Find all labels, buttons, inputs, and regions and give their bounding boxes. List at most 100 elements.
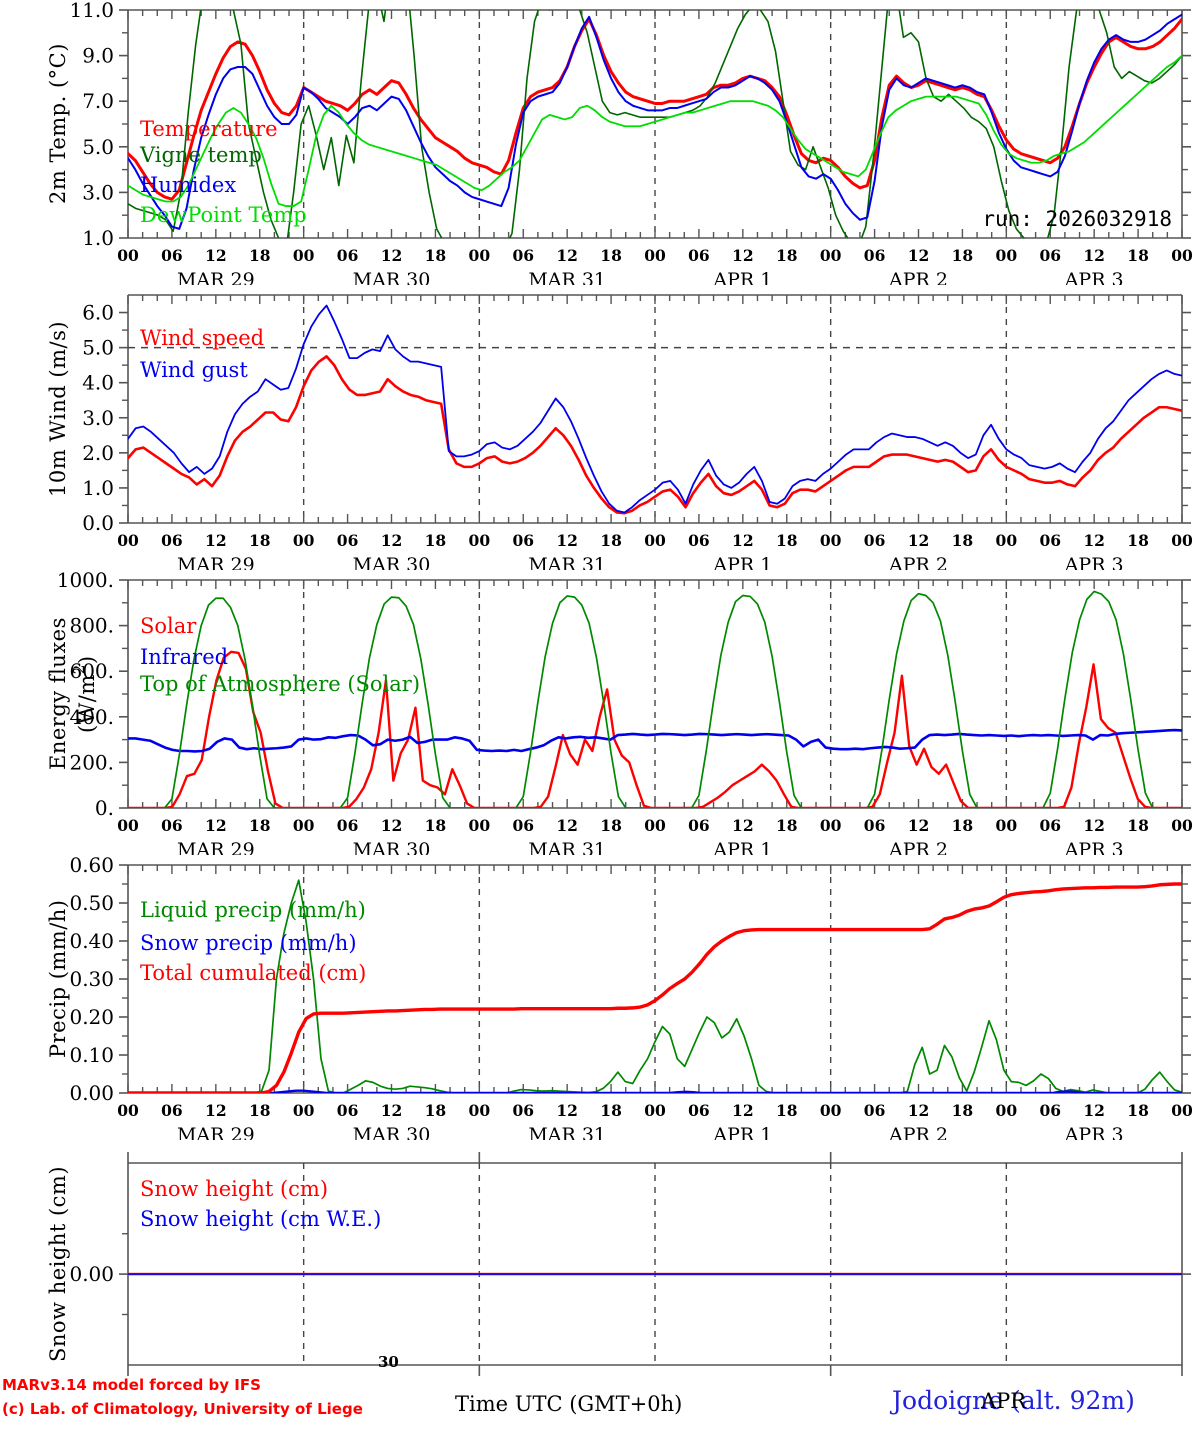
day-label: APR 2 [888,269,948,285]
legend-entry: Vigne temp [139,143,262,167]
panel-energy-fluxes: 0. 200. 400. 600. 800. 1000. 00 06 12 18 00 06 12 18 0… [0,570,1194,855]
xtick-label: 00 [996,531,1018,550]
xtick-label: 12 [556,816,578,835]
xtick-label: 12 [732,531,754,550]
yaxis-title-temperature: 2m Temp. (°C) [46,43,70,205]
xtick-label: 18 [425,816,447,835]
xtick-label: 18 [776,1101,798,1120]
xtick-label: 00 [644,1101,666,1120]
xtick-label: 06 [512,246,534,265]
xtick-label: 12 [556,246,578,265]
xtick-label: 12 [205,816,227,835]
xtick-label: 06 [161,246,183,265]
xtick-label: 00 [820,1101,842,1120]
ytick-label: 0.50 [69,891,114,915]
xtick-label: 00 [820,246,842,265]
xtick-label: 06 [688,531,710,550]
legend-entry: Infrared [140,645,228,669]
ytick-label: 5.0 [82,336,114,360]
day-label: APR 2 [888,839,948,855]
xtick-label: 12 [908,531,930,550]
day-label: MAR 31 [528,839,606,855]
day-label: MAR 30 [353,1124,431,1140]
xtick-label: 18 [425,531,447,550]
ytick-label: 3.0 [82,180,114,204]
ytick-label: 0.40 [69,929,114,953]
xtick-label: 00 [117,246,139,265]
xtick-label: 00 [644,531,666,550]
ytick-label: 0.30 [69,967,114,991]
xtick-label: 12 [732,816,754,835]
xtick-label: 00 [996,1101,1018,1120]
station-label: Jodoigne (alt. 92m) [892,1386,1135,1415]
yaxis-title-precip: Precip (mm/h) [46,899,70,1059]
day-label: MAR 30 [353,554,431,570]
chart-temperature: 1.0 3.0 5.0 7.0 9.0 11.0 00 06 12 18 00 06 12 18 00 06 1… [69,0,1193,285]
legend-entry: Wind gust [140,358,248,382]
xaxis-title: Time UTC (GMT+0h) [455,1392,682,1416]
ytick-label: 0.10 [69,1043,114,1067]
xtick-label: 00 [1171,816,1193,835]
xtick-label: 18 [425,1101,447,1120]
xtick-label: 06 [512,531,534,550]
xtick-label: 18 [952,816,974,835]
xtick-label: 06 [161,1101,183,1120]
day-label: MAR 31 [528,269,606,285]
xtick-label: 12 [1083,816,1105,835]
xtick-label: 00 [1171,531,1193,550]
xtick-label: 12 [732,1101,754,1120]
xtick-label: 12 [908,1101,930,1120]
legend-entry: Snow height (cm) [140,1177,328,1201]
xtick-label: 12 [908,816,930,835]
day-label: APR 1 [712,554,772,570]
day-label: APR 2 [888,554,948,570]
xtick-label: 18 [776,816,798,835]
xtick-label: 18 [776,246,798,265]
legend-entry: Liquid precip (mm/h) [140,898,366,922]
series-line [128,13,1182,230]
xtick-label: 06 [864,246,886,265]
chart-energy-fluxes: 0. 200. 400. 600. 800. 1000. 00 06 12 18 00 06 12 18 0… [57,570,1193,855]
xtick-label: 12 [381,1101,403,1120]
xtick-label: 06 [1039,531,1061,550]
day-label: MAR 29 [177,1124,255,1140]
xtick-label: 06 [337,246,359,265]
xtick-label: 12 [205,246,227,265]
xtick-label: 18 [600,1101,622,1120]
stray-30-text: 30 [378,1353,399,1371]
ytick-label: 800. [69,614,114,638]
xtick-label: 12 [1083,1101,1105,1120]
xtick-label: 00 [469,531,491,550]
xtick-label: 12 [1083,531,1105,550]
chart-wind: 0.0 1.0 2.0 3.0 4.0 5.0 6.0 00 06 12 18 00 06 12 18 00 0… [82,294,1193,570]
ytick-label: 1.0 [82,476,114,500]
stray-label-30: 30 [378,1353,399,1371]
legend-entry: Snow precip (mm/h) [140,931,357,955]
xtick-label: 18 [1127,531,1149,550]
panel-wind: 0.0 1.0 2.0 3.0 4.0 5.0 6.0 00 06 12 18 00 06 12 18 00 0… [0,285,1194,570]
xtick-label: 12 [908,246,930,265]
xaxis-title-text: Time UTC (GMT+0h) [455,1392,683,1416]
xtick-label: 12 [381,246,403,265]
xtick-label: 00 [644,246,666,265]
series-line [128,1089,1182,1093]
panel-temperature: 1.0 3.0 5.0 7.0 9.0 11.0 00 06 12 18 00 06 12 18 00 06 1… [0,0,1194,285]
xtick-label: 06 [1039,1101,1061,1120]
xtick-label: 06 [337,531,359,550]
ytick-label: 0.00 [69,1081,114,1105]
xtick-label: 12 [1083,246,1105,265]
day-label: APR 3 [1064,269,1124,285]
xtick-label: 06 [161,531,183,550]
day-label: MAR 29 [177,839,255,855]
legend-entry: Temperature [140,117,278,141]
legend-entry: Solar [140,614,197,638]
series-line [128,304,1182,514]
legend-entry: Humidex [140,173,236,197]
ytick-label: 0.60 [69,855,114,877]
xtick-label: 06 [688,246,710,265]
legend-entry: Snow height (cm W.E.) [140,1207,381,1231]
xtick-label: 06 [688,816,710,835]
xtick-label: 00 [469,1101,491,1120]
stray-label-apr: APR [981,1389,1026,1413]
ytick-label: 11.0 [69,0,114,22]
